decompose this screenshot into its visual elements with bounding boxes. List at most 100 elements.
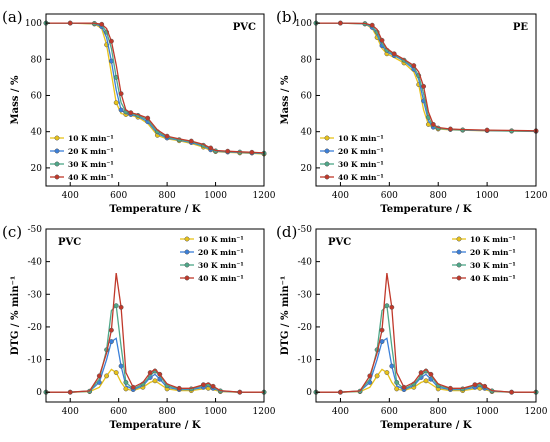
x-axis-label: Temperature / K bbox=[109, 204, 200, 215]
x-tick-label: 800 bbox=[430, 407, 447, 417]
legend-marker bbox=[324, 174, 330, 180]
y-tick-label: -10 bbox=[28, 356, 43, 366]
chart-panel-2: (b) 400 600 800 1000 1200 20 40 60 80 100 Temperatu… bbox=[276, 8, 548, 215]
data-point bbox=[472, 382, 478, 388]
data-point bbox=[113, 100, 119, 106]
legend-label: 30 K min⁻¹ bbox=[338, 160, 384, 169]
x-tick-label: 600 bbox=[381, 407, 398, 417]
data-point bbox=[337, 389, 343, 395]
data-point bbox=[123, 379, 129, 385]
panel-label: (c) bbox=[2, 223, 22, 241]
legend-marker bbox=[184, 249, 190, 255]
x-tick-label: 400 bbox=[332, 407, 349, 417]
y-tick-label: -40 bbox=[28, 258, 43, 268]
panel-label: (a) bbox=[2, 8, 23, 26]
data-point bbox=[391, 51, 397, 57]
data-point bbox=[237, 389, 243, 395]
data-point bbox=[147, 370, 153, 376]
plot-frame bbox=[315, 13, 537, 187]
data-point bbox=[428, 371, 434, 377]
y-tick-label: 60 bbox=[301, 91, 313, 101]
legend-label: 10 K min⁻¹ bbox=[198, 235, 244, 244]
data-point bbox=[249, 149, 255, 155]
data-point bbox=[145, 115, 151, 121]
data-point bbox=[99, 21, 105, 27]
y-axis-label: DTG / % min⁻¹ bbox=[280, 276, 291, 356]
x-tick-label: 1000 bbox=[204, 191, 227, 201]
chart-panel-1: (a) 400 600 800 1000 1200 20 40 60 80 100 Temperatu… bbox=[2, 8, 276, 215]
x-tick-label: 1000 bbox=[476, 191, 499, 201]
data-point bbox=[423, 378, 429, 384]
data-point bbox=[394, 379, 400, 385]
chart-panel-4: (d) 400 600 800 1000 1200 0 -10 -20 -30 -40 -50 Temp… bbox=[276, 223, 548, 431]
legend-label: 10 K min⁻¹ bbox=[68, 134, 114, 143]
y-tick-label: 40 bbox=[31, 128, 43, 138]
data-point bbox=[113, 370, 119, 376]
legend-marker bbox=[184, 275, 190, 281]
data-point bbox=[96, 373, 102, 379]
data-point bbox=[384, 303, 390, 309]
x-tick-label: 600 bbox=[110, 191, 127, 201]
legend-label: 30 K min⁻¹ bbox=[68, 160, 114, 169]
series-line-2 bbox=[316, 337, 536, 393]
data-point bbox=[484, 127, 490, 133]
data-point bbox=[389, 304, 395, 310]
data-point bbox=[394, 386, 400, 392]
legend-marker bbox=[324, 161, 330, 167]
data-point bbox=[104, 373, 110, 379]
legend-label: 40 K min⁻¹ bbox=[470, 274, 516, 283]
x-tick-label: 600 bbox=[110, 407, 127, 417]
y-tick-label: 20 bbox=[31, 164, 43, 174]
legend-label: 10 K min⁻¹ bbox=[338, 134, 384, 143]
data-point bbox=[482, 383, 488, 389]
data-point bbox=[374, 373, 380, 379]
series-line-4 bbox=[316, 22, 537, 132]
chart-panel-3: (c) 400 600 800 1000 1200 0 -10 -20 -30 -40 -50 Temp… bbox=[2, 223, 276, 431]
legend-marker bbox=[456, 275, 462, 281]
data-point bbox=[67, 20, 73, 26]
data-point bbox=[447, 126, 453, 132]
x-tick-label: 800 bbox=[159, 407, 176, 417]
legend-marker bbox=[456, 262, 462, 268]
data-point bbox=[118, 91, 124, 97]
panel-label: (b) bbox=[276, 8, 297, 26]
plot-title: PVC bbox=[58, 237, 81, 248]
data-point bbox=[164, 133, 170, 139]
y-tick-label: -20 bbox=[298, 323, 313, 333]
y-tick-label: 20 bbox=[301, 164, 313, 174]
legend-marker bbox=[184, 236, 190, 242]
x-tick-label: 1200 bbox=[253, 407, 276, 417]
y-tick-label: 60 bbox=[31, 91, 43, 101]
y-tick-label: 0 bbox=[36, 388, 42, 398]
y-tick-label: -50 bbox=[28, 225, 43, 235]
legend-label: 40 K min⁻¹ bbox=[198, 274, 244, 283]
y-tick-label: 0 bbox=[306, 388, 312, 398]
legend-label: 20 K min⁻¹ bbox=[470, 248, 516, 257]
y-tick-label: 40 bbox=[301, 128, 313, 138]
plot-title: PVC bbox=[328, 237, 351, 248]
data-point bbox=[337, 20, 343, 26]
legend-label: 40 K min⁻¹ bbox=[68, 173, 114, 182]
legend-marker bbox=[324, 135, 330, 141]
legend-label: 30 K min⁻¹ bbox=[470, 261, 516, 270]
legend-marker bbox=[54, 135, 60, 141]
data-point bbox=[108, 327, 114, 333]
x-tick-label: 400 bbox=[62, 407, 79, 417]
data-point bbox=[118, 304, 124, 310]
plot-title: PE bbox=[513, 22, 529, 33]
x-tick-label: 1200 bbox=[525, 407, 548, 417]
y-tick-label: -30 bbox=[28, 290, 43, 300]
y-tick-label: -20 bbox=[28, 323, 43, 333]
x-tick-label: 800 bbox=[159, 191, 176, 201]
legend-marker bbox=[54, 148, 60, 154]
plot-title: PVC bbox=[233, 22, 256, 33]
data-point bbox=[208, 145, 214, 151]
data-point bbox=[411, 63, 417, 69]
data-point bbox=[176, 385, 182, 391]
data-point bbox=[200, 382, 206, 388]
y-tick-label: -10 bbox=[298, 356, 313, 366]
legend-marker bbox=[324, 148, 330, 154]
legend-label: 10 K min⁻¹ bbox=[470, 235, 516, 244]
legend-marker bbox=[456, 249, 462, 255]
